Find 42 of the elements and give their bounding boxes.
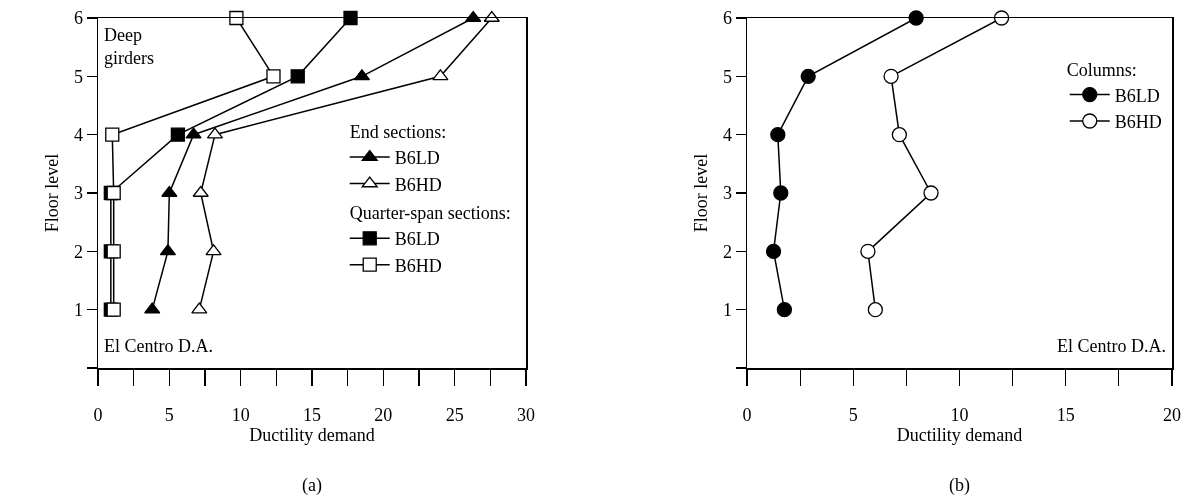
legend-label: B6LD [1114,85,1160,106]
y-tick-label: 2 [73,241,83,262]
legend-label: B6HD [394,255,442,276]
y-tick-label: 3 [73,183,83,204]
x-tick-label: 20 [374,405,393,426]
legend-title: Columns: [1066,60,1137,81]
x-axis-title: Ductility demand [249,425,375,446]
x-tick-label: 30 [517,405,535,426]
x-tick-label: 0 [742,405,752,426]
y-tick-label: 6 [722,8,732,29]
legend-label: B6LD [394,229,440,250]
y-tick-label: 6 [73,8,83,29]
x-tick-label: 15 [1056,405,1075,426]
y-axis-title: Floor level [42,153,63,233]
text: (a) [302,475,322,496]
x-tick-label: 20 [1163,405,1181,426]
annotation: Quarter-span sections: [349,202,511,223]
annotation: El Centro D.A. [1057,336,1166,356]
annotation: El Centro D.A. [104,336,213,356]
x-tick-label: 10 [231,405,250,426]
y-tick-label: 5 [722,66,732,87]
x-tick-label: 25 [445,405,464,426]
y-tick-label: 5 [73,66,83,87]
x-tick-label: 15 [303,405,321,426]
annotation: Deep girders [104,25,154,69]
y-tick-label: 3 [722,183,732,204]
y-tick-label: 2 [722,241,732,262]
x-tick-label: 5 [848,405,858,426]
legend-title: End sections: [349,121,447,142]
text: (b) [949,475,970,496]
legend-label: B6HD [1114,112,1162,133]
x-tick-label: 0 [93,405,103,426]
y-tick-label: 4 [73,124,83,145]
y-tick-label: 1 [722,299,732,320]
x-axis-title: Ductility demand [896,425,1023,446]
legend-label: B6LD [394,148,440,169]
y-tick-label: 1 [73,299,83,320]
y-axis-title: Floor level [691,153,712,233]
x-tick-label: 10 [950,405,969,426]
y-tick-label: 4 [722,124,732,145]
legend-label: B6HD [394,174,442,195]
x-tick-label: 5 [164,405,174,426]
